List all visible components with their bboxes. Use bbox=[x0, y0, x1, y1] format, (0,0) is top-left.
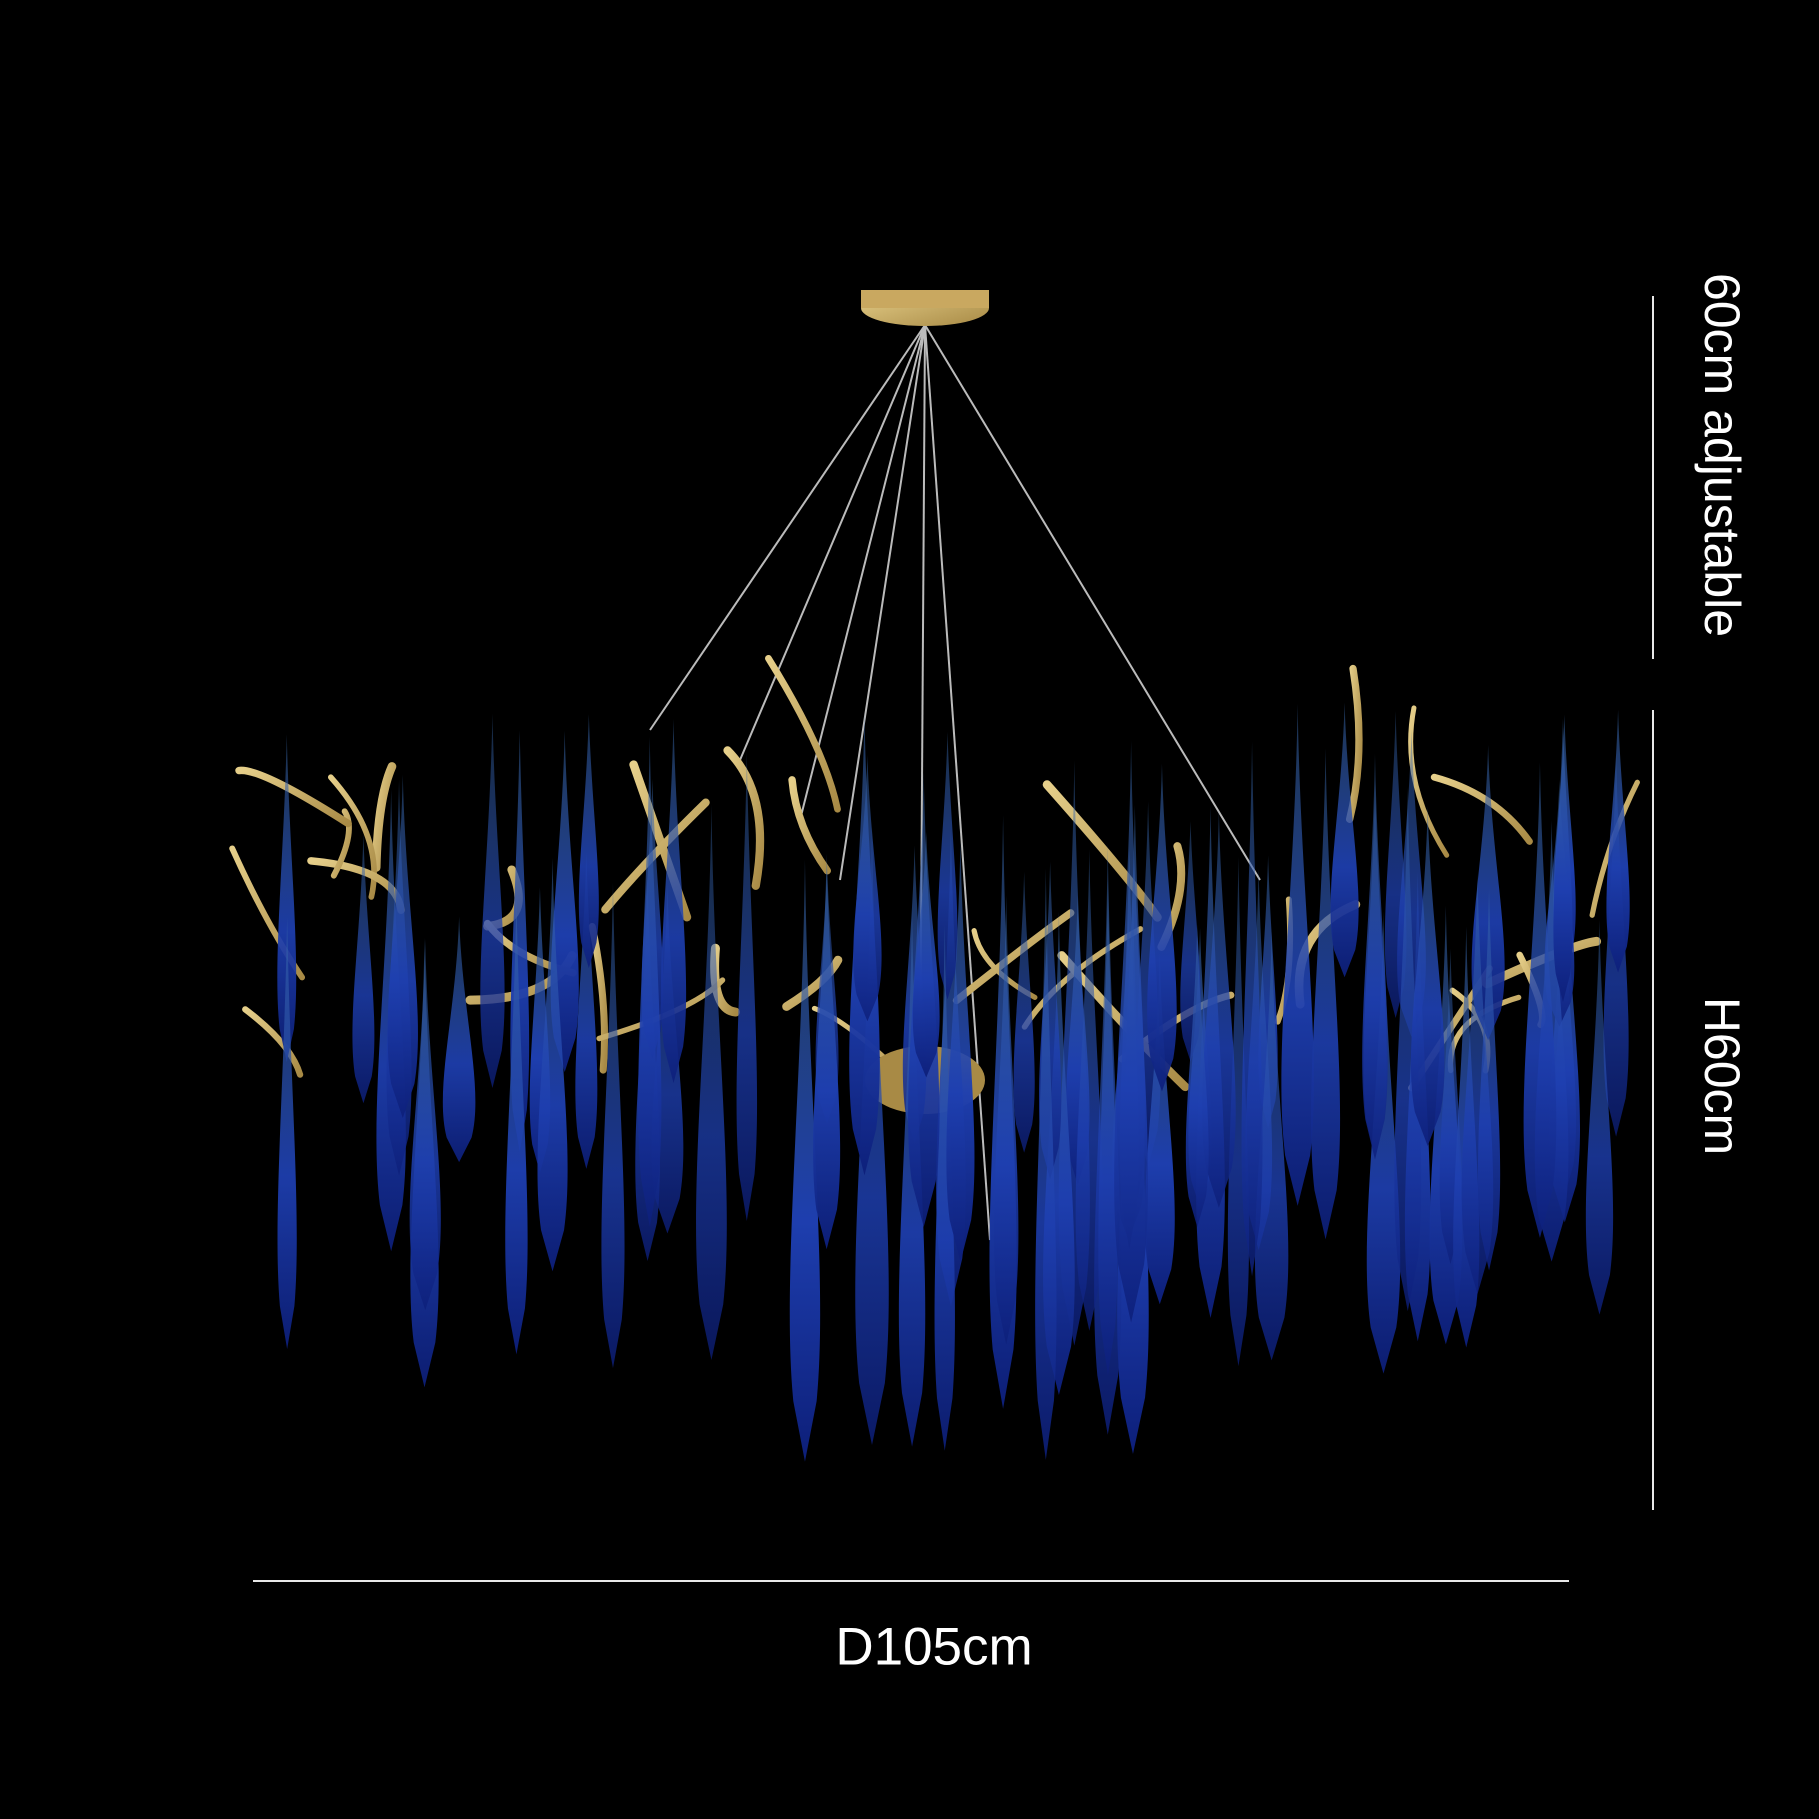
gold-branch bbox=[1345, 664, 1363, 823]
glass-drop bbox=[912, 832, 940, 1078]
glass-drop bbox=[1553, 718, 1573, 1003]
glass-drop bbox=[277, 734, 297, 1062]
gold-branch bbox=[723, 746, 765, 890]
gold-branch bbox=[782, 955, 843, 1011]
glass-drop bbox=[1254, 931, 1289, 1361]
height-label: H60cm bbox=[1694, 996, 1750, 1156]
gold-branch bbox=[1430, 773, 1533, 845]
gold-branch bbox=[765, 654, 841, 813]
glass-drop bbox=[789, 859, 821, 1462]
glass-drop bbox=[946, 841, 975, 1263]
suspension-wires bbox=[649, 324, 1261, 1241]
glass-drop bbox=[638, 736, 662, 1227]
suspension-wire bbox=[799, 324, 926, 821]
glass-drop bbox=[1227, 856, 1250, 1367]
glass-drop bbox=[1241, 741, 1263, 1277]
glass-drop bbox=[1362, 753, 1388, 1160]
glass-drop bbox=[1281, 703, 1314, 1206]
glass-drop bbox=[934, 925, 955, 1451]
suspension-wire bbox=[649, 324, 926, 731]
height-dimension-line bbox=[1652, 710, 1654, 1510]
glass-drop bbox=[1098, 879, 1118, 1376]
diameter-dimension-line bbox=[253, 1580, 1569, 1582]
glass-drop bbox=[578, 714, 599, 969]
glass-drop bbox=[813, 853, 841, 1250]
suspension-wire bbox=[924, 324, 1261, 881]
glass-drop bbox=[937, 731, 958, 1000]
glass-drop bbox=[1147, 763, 1177, 1092]
chain-dimension-line bbox=[1652, 296, 1654, 659]
gold-branch bbox=[327, 774, 377, 900]
glass-drop bbox=[601, 882, 625, 1369]
glass-drop bbox=[660, 719, 687, 1084]
glass-drop bbox=[736, 752, 758, 1222]
blue-glass-drops bbox=[277, 702, 1630, 1462]
glass-drop bbox=[1114, 740, 1149, 1323]
gold-branch bbox=[1042, 780, 1162, 922]
diameter-label: D105cm bbox=[835, 1617, 1033, 1677]
glass-drop bbox=[1075, 849, 1104, 1331]
gold-branch bbox=[330, 808, 352, 879]
glass-drop bbox=[1585, 919, 1614, 1315]
suspension-wire bbox=[739, 324, 926, 761]
gold-branch bbox=[242, 1006, 304, 1078]
glass-drop bbox=[1202, 809, 1236, 1208]
glass-drop bbox=[442, 916, 476, 1163]
gold-branch bbox=[1408, 705, 1450, 858]
glass-drop bbox=[1606, 709, 1630, 973]
gold-branch bbox=[235, 766, 352, 828]
glass-drop bbox=[505, 896, 528, 1355]
glass-drop bbox=[993, 895, 1019, 1345]
glass-drop bbox=[1366, 911, 1401, 1374]
glass-drop bbox=[575, 851, 598, 1169]
glass-drop bbox=[1185, 924, 1209, 1227]
glass-drop bbox=[409, 939, 441, 1311]
glass-drop bbox=[1013, 871, 1035, 1153]
glass-drop bbox=[1035, 868, 1057, 1460]
glass-drop bbox=[853, 754, 882, 1022]
suspension-wire bbox=[839, 324, 926, 881]
glass-drop bbox=[387, 774, 418, 1119]
glass-drop bbox=[1311, 748, 1341, 1240]
glass-drop bbox=[480, 713, 505, 1089]
glass-drop bbox=[1394, 787, 1422, 1312]
ceiling-canopy-side bbox=[861, 290, 989, 308]
chain-length-label: 60cm adjustable bbox=[1694, 272, 1750, 638]
glass-drop bbox=[1144, 953, 1175, 1305]
glass-drop bbox=[537, 857, 568, 1272]
glass-drop bbox=[1523, 762, 1557, 1238]
glass-drop bbox=[1461, 874, 1494, 1295]
glass-drop bbox=[696, 804, 727, 1361]
glass-drop bbox=[1330, 702, 1359, 978]
glass-drop bbox=[277, 917, 297, 1350]
gold-branch bbox=[788, 776, 832, 875]
glass-drop bbox=[1410, 806, 1445, 1147]
gold-branch bbox=[371, 762, 397, 872]
glass-drop bbox=[352, 834, 375, 1104]
